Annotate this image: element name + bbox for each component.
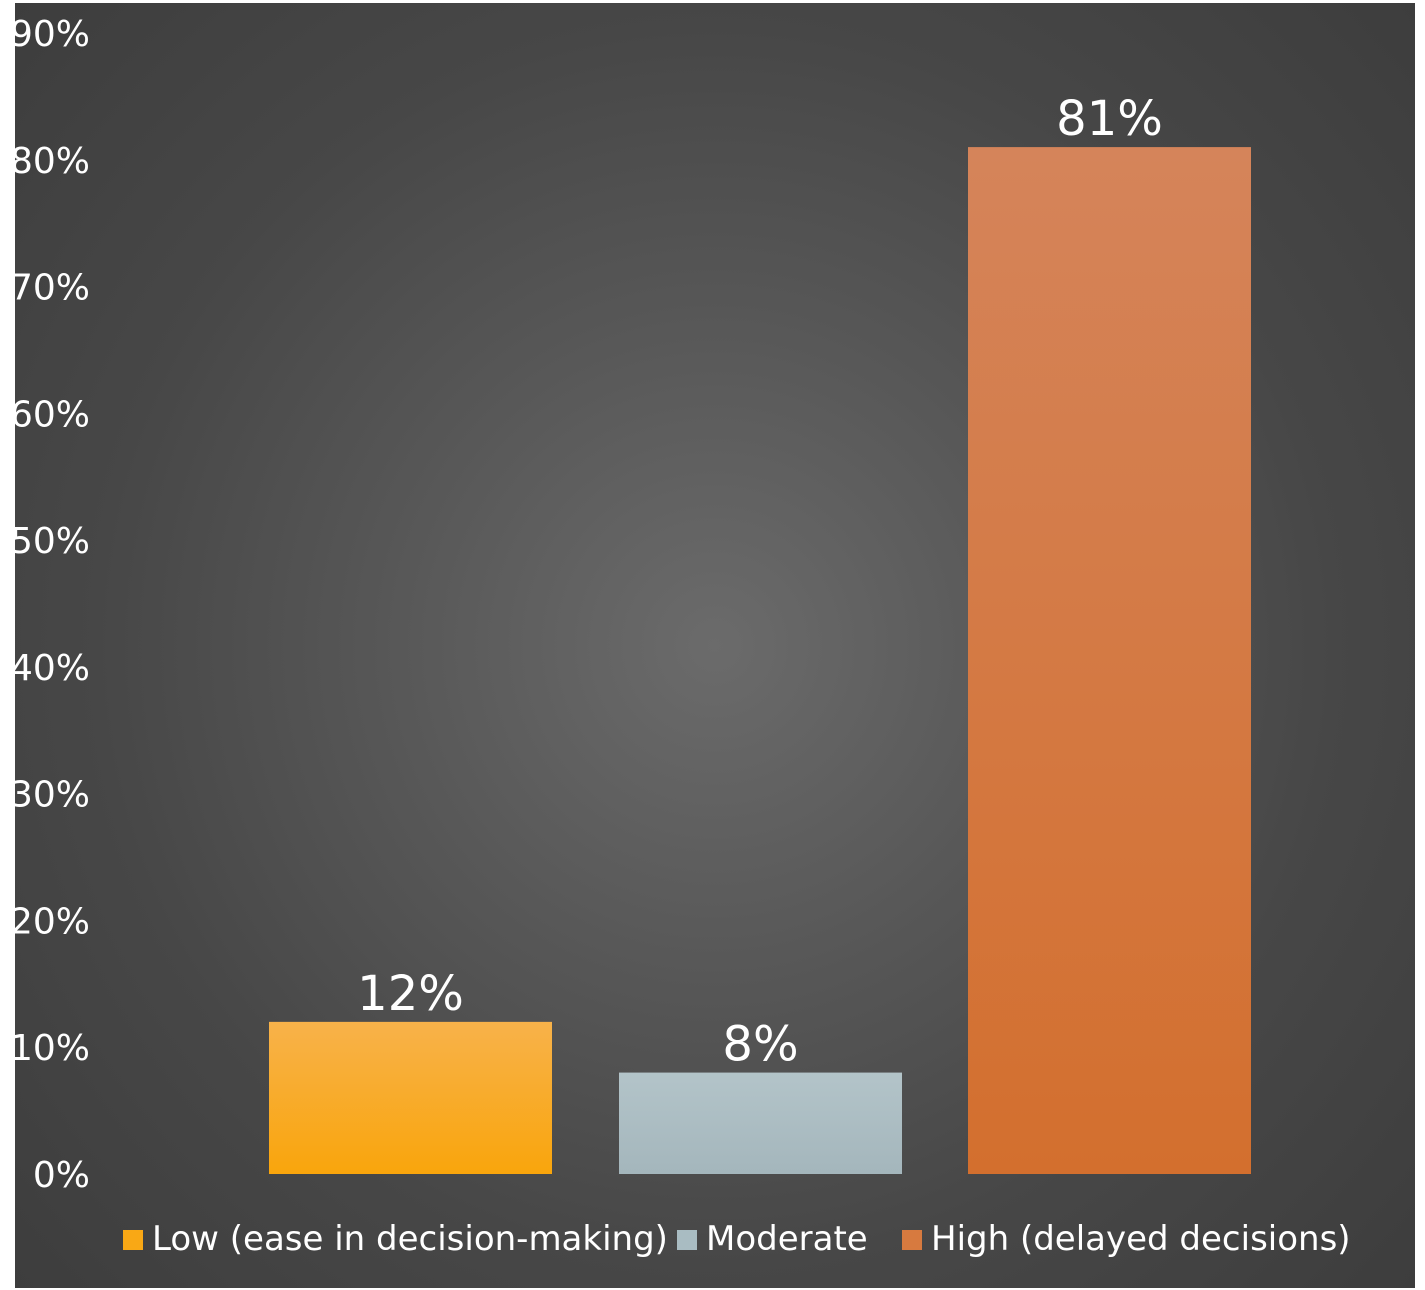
legend-label: High (delayed decisions) bbox=[931, 1219, 1351, 1259]
y-tick-label: 90% bbox=[15, 14, 90, 55]
bar-1 bbox=[269, 1021, 552, 1174]
data-label: 81% bbox=[1056, 91, 1163, 147]
legend-label: Moderate bbox=[706, 1219, 868, 1259]
y-tick-label: 20% bbox=[15, 901, 90, 942]
y-tick-label: 50% bbox=[15, 521, 90, 562]
data-labels: 12% 8% 81% bbox=[357, 91, 1163, 1072]
y-tick-label: 80% bbox=[15, 141, 90, 182]
y-tick-label: 60% bbox=[15, 394, 90, 435]
data-label: 12% bbox=[357, 966, 464, 1022]
bar-3 bbox=[968, 147, 1251, 1175]
y-tick-label: 0% bbox=[33, 1155, 90, 1196]
y-tick-label: 10% bbox=[15, 1028, 90, 1069]
y-axis-ticks: 0% 10% 20% 30% 40% 50% 60% 70% 80% 90% bbox=[15, 14, 90, 1196]
y-tick-label: 40% bbox=[15, 648, 90, 689]
legend-swatch bbox=[677, 1230, 697, 1250]
bar-2 bbox=[619, 1072, 902, 1174]
legend-label: Low (ease in decision-making) bbox=[152, 1219, 668, 1259]
y-tick-label: 70% bbox=[15, 268, 90, 309]
bar-chart: 0% 10% 20% 30% 40% 50% 60% 70% 80% 90% 12% 8% 81% L… bbox=[15, 14, 1351, 1259]
y-tick-label: 30% bbox=[15, 775, 90, 816]
chart-area: 0% 10% 20% 30% 40% 50% 60% 70% 80% 90% 12% 8% 81% L… bbox=[15, 3, 1415, 1288]
legend-swatch bbox=[902, 1230, 922, 1250]
legend-swatch bbox=[123, 1230, 143, 1250]
data-label: 8% bbox=[722, 1017, 798, 1073]
legend: Low (ease in decision-making) Moderate Hig… bbox=[123, 1219, 1351, 1259]
bars bbox=[269, 147, 1251, 1175]
